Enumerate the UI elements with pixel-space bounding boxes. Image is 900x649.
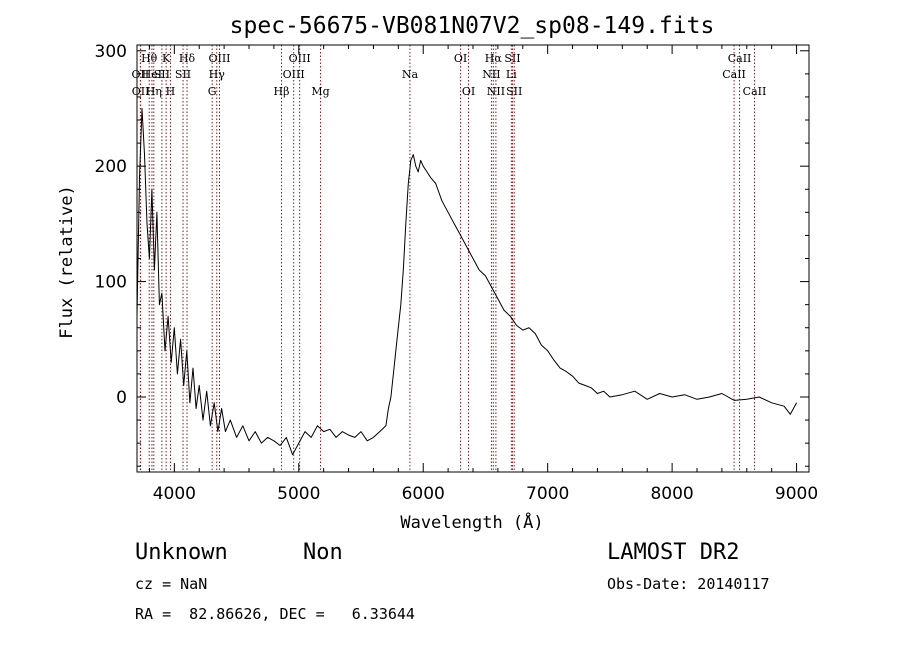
spectral-line-label: OII <box>132 68 150 81</box>
spectral-line-label: H <box>166 85 176 98</box>
spectral-line-labels: OII OII Hθ HeI Hη K SII H Hδ SII OIII Hγ G Hβ OIII OIII… <box>132 52 767 98</box>
spectral-line-markers <box>139 45 755 472</box>
spectral-line-label: CaII <box>743 85 767 98</box>
subclass-label: Non <box>303 540 343 565</box>
spectral-line-label: Mg <box>311 85 329 98</box>
spectral-line-label: OI <box>462 85 475 98</box>
x-axis-ticks: 4000 5000 6000 7000 8000 9000 <box>148 45 818 504</box>
coordinates-label: RA = 82.86626, DEC = 6.33644 <box>135 605 415 623</box>
chart-title: spec-56675-VB081N07V2_sp08-149.fits <box>230 13 715 39</box>
y-tick-label: 0 <box>116 388 127 408</box>
spectral-line-label: OIII <box>208 52 230 65</box>
spectral-line-label: Hη <box>146 85 162 98</box>
x-tick-label: 7000 <box>526 484 569 504</box>
spectral-line-label: SII <box>154 68 170 81</box>
spectral-line-label: SII <box>506 85 522 98</box>
spectral-line-label: Na <box>402 68 419 81</box>
spectral-line-label: HeI <box>142 68 162 81</box>
spectral-line-label: OII <box>132 85 150 98</box>
spectral-line-label: Li <box>506 68 517 81</box>
spectral-line-label: CaII <box>728 52 752 65</box>
x-tick-label: 5000 <box>277 484 320 504</box>
y-tick-label: 200 <box>95 157 127 177</box>
spectral-line-label: Hγ <box>209 68 226 81</box>
survey-label: LAMOST DR2 <box>607 540 739 565</box>
spectrum-series <box>137 108 798 456</box>
spectral-line-label: CaII <box>722 68 746 81</box>
x-tick-label: 8000 <box>650 484 693 504</box>
spectral-line-label: OIII <box>283 68 305 81</box>
redshift-label: cz = NaN <box>135 575 207 593</box>
spectral-line-label: NII <box>487 85 505 98</box>
obs-date-label: Obs-Date: 20140117 <box>607 575 770 593</box>
y-axis-label: Flux (relative) <box>57 185 77 339</box>
y-tick-label: 300 <box>95 42 127 62</box>
spectral-line-label: Hθ <box>141 52 158 65</box>
spectral-line-label: G <box>208 85 217 98</box>
spectrum-line <box>137 108 798 456</box>
x-tick-label: 6000 <box>402 484 445 504</box>
spectral-line-label: SII <box>175 68 191 81</box>
x-tick-label: 9000 <box>775 484 818 504</box>
spectral-line-label: Hβ <box>274 85 290 98</box>
spectral-line-label: K <box>162 52 171 65</box>
y-axis-ticks: 0 100 200 300 <box>95 42 809 467</box>
spectral-line-label: Hα <box>485 52 503 65</box>
x-tick-label: 4000 <box>153 484 196 504</box>
x-axis-label: Wavelength (Å) <box>400 511 543 533</box>
spectral-line-label: OI <box>454 52 467 65</box>
spectral-line-label: SII <box>504 52 520 65</box>
spectral-line-label: OIII <box>289 52 311 65</box>
class-label: Unknown <box>135 540 228 565</box>
spectral-line-label: NII <box>482 68 500 81</box>
spectral-line-label: Hδ <box>179 52 196 65</box>
y-tick-label: 100 <box>95 273 127 293</box>
